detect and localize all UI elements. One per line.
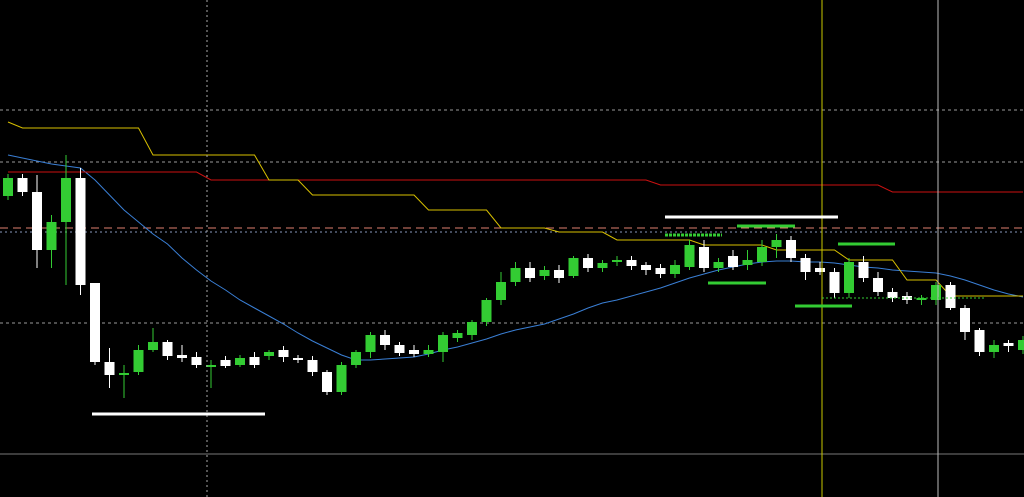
- indicator-line: [7, 121, 1023, 297]
- candle-body: [481, 300, 492, 322]
- candle-body: [539, 270, 550, 276]
- candle-body: [626, 260, 637, 266]
- candle-body: [191, 357, 202, 365]
- candle-body: [670, 265, 680, 274]
- candle-body: [525, 268, 535, 278]
- candle-body: [873, 278, 883, 292]
- candle-body: [597, 263, 608, 268]
- candle-body: [351, 352, 361, 365]
- candle-body: [800, 258, 811, 272]
- candle-body: [148, 342, 158, 350]
- candle-body: [612, 260, 622, 262]
- candle-body: [452, 333, 463, 338]
- candle-body: [17, 178, 28, 192]
- candle-body: [46, 222, 57, 250]
- candle-body: [380, 335, 390, 345]
- candle-body: [206, 365, 216, 367]
- candle-body: [989, 345, 999, 352]
- candle-body: [496, 282, 506, 300]
- candle-body: [1018, 340, 1024, 350]
- candle-body: [554, 270, 564, 278]
- candle-body: [249, 357, 260, 365]
- candle-body: [583, 258, 593, 268]
- candle-body: [713, 262, 724, 268]
- indicator-line: [8, 171, 1023, 193]
- candle-body: [322, 372, 332, 392]
- candle-body: [90, 283, 100, 362]
- candle-body: [32, 192, 42, 250]
- candle-body: [177, 355, 187, 358]
- decorations: [92, 0, 985, 497]
- candle-body: [409, 350, 419, 354]
- candle-body: [858, 262, 869, 278]
- candle-body: [133, 350, 144, 372]
- candle-body: [829, 272, 840, 293]
- candle-body: [916, 298, 927, 300]
- candle-body: [423, 350, 434, 354]
- candle-body: [61, 178, 71, 222]
- candle-body: [757, 247, 767, 262]
- candle-body: [568, 258, 579, 276]
- candle-body: [771, 240, 782, 247]
- candle-body: [815, 268, 825, 272]
- candle-body: [307, 360, 318, 372]
- candle-body: [3, 178, 13, 196]
- candle-body: [641, 265, 651, 270]
- candle-body: [119, 373, 129, 375]
- candle-body: [293, 358, 303, 360]
- candle-body: [438, 335, 448, 352]
- candle-body: [699, 247, 709, 268]
- candle-body: [336, 365, 347, 392]
- candle-body: [728, 256, 738, 267]
- candle-body: [104, 362, 115, 375]
- candle-body: [235, 358, 245, 365]
- candle-body: [1003, 343, 1014, 346]
- candle-body: [684, 245, 695, 267]
- candle-body: [974, 330, 985, 352]
- candle-body: [960, 308, 970, 332]
- candle-body: [931, 285, 941, 300]
- candle-body: [162, 342, 173, 356]
- candle-body: [510, 268, 521, 282]
- candle-body: [655, 268, 666, 274]
- candle-body: [278, 350, 289, 357]
- candle-body: [365, 335, 376, 352]
- candle-body: [467, 322, 477, 335]
- candle-body: [887, 292, 898, 298]
- candle-body: [220, 360, 231, 366]
- candle-body: [75, 178, 86, 285]
- candle-body: [844, 262, 854, 293]
- candle-body: [394, 345, 405, 353]
- candle-body: [264, 352, 274, 356]
- candle-body: [945, 285, 956, 308]
- candle-body: [742, 260, 753, 265]
- candle-body: [786, 240, 796, 258]
